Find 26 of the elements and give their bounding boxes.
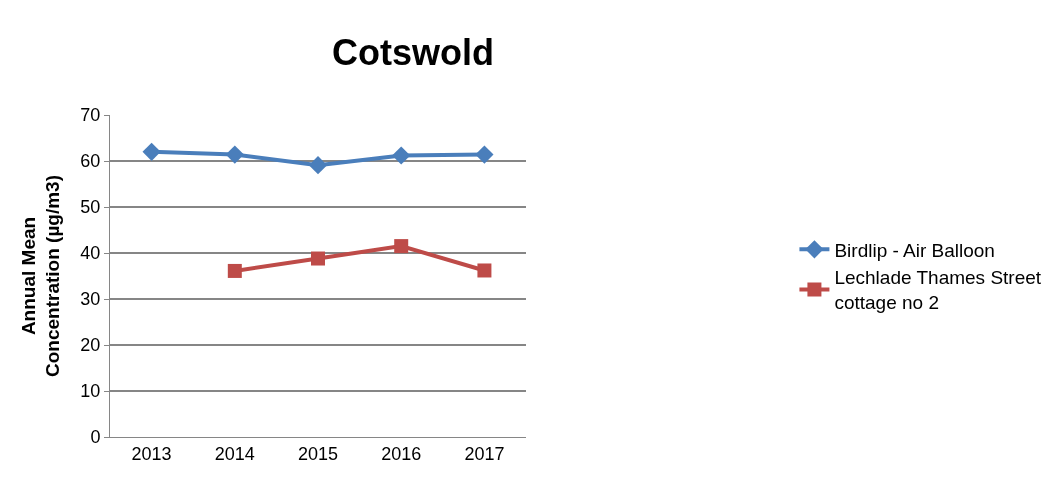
y-tick-label: 30 (80, 289, 101, 310)
legend-label: Birdlip - Air Balloon (834, 239, 995, 261)
y-tick-label: 70 (80, 105, 101, 126)
point (225, 145, 244, 164)
point (227, 263, 242, 278)
y-tick-label: 0 (90, 427, 101, 448)
point (475, 145, 494, 164)
point (311, 251, 326, 266)
point (477, 263, 492, 278)
point (394, 239, 409, 254)
point (308, 156, 328, 175)
point (392, 146, 411, 165)
y-tick-label: 10 (80, 381, 101, 402)
y-tick-label: 20 (80, 335, 101, 356)
x-tick-label: 2016 (381, 443, 422, 464)
x-tick-label: 2015 (297, 443, 339, 464)
x-tick-label: 2014 (214, 443, 255, 464)
y-tick-label: 50 (80, 197, 101, 218)
chart-title: Cotswold (332, 31, 494, 73)
legend-label: Lechlade Thames Street cottage no 2 (834, 267, 1042, 314)
y-tick-label: 40 (80, 243, 101, 264)
y-axis-title: Annual Mean Concentration (µg/m3) (17, 174, 64, 378)
y-tick-label: 60 (80, 151, 101, 172)
x-tick-label: 2013 (131, 443, 172, 464)
x-tick-label: 2017 (464, 443, 505, 464)
point (142, 142, 161, 161)
